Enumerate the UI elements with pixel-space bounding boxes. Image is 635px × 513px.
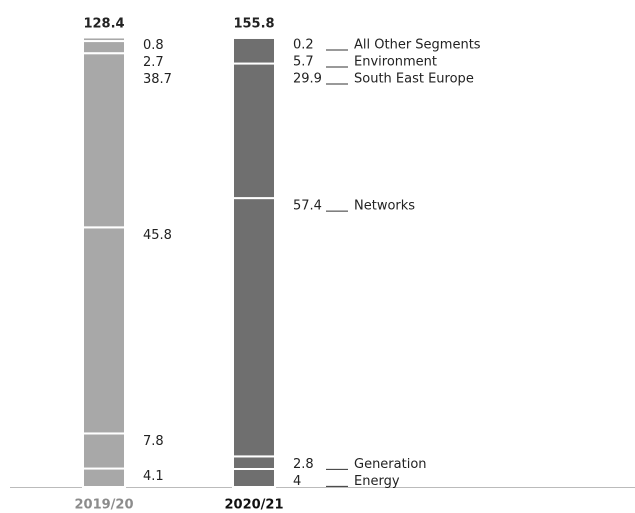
bar-segment: [232, 62, 276, 200]
value-label: 0.2: [293, 38, 314, 53]
bar-segment: [82, 52, 126, 229]
bar-segment: [232, 468, 276, 488]
value-label: 45.8: [143, 228, 172, 243]
bar-segment: [82, 226, 126, 435]
total-label: 128.4: [83, 17, 124, 32]
value-label: 5.7: [293, 55, 314, 70]
value-label: 7.8: [143, 434, 164, 449]
value-label: 2.7: [143, 55, 164, 70]
category-label: 2019/20: [74, 498, 133, 513]
legend-label: Energy: [354, 474, 400, 489]
bar-segment: [232, 36, 276, 39]
value-label: 0.8: [143, 38, 164, 53]
legend-label: All Other Segments: [354, 38, 481, 53]
bar-segment: [82, 40, 126, 55]
value-label: 29.9: [293, 72, 322, 87]
bar-segment: [82, 467, 126, 488]
category-label: 2020/21: [224, 498, 283, 513]
value-label: 38.7: [143, 72, 172, 87]
bar-segment: [82, 432, 126, 470]
value-label: 2.8: [293, 457, 314, 472]
legend-label: Environment: [354, 55, 437, 70]
bar-segment: [82, 36, 126, 43]
value-label: 57.4: [293, 199, 322, 214]
legend-label: Networks: [354, 199, 415, 214]
bar-segment: [232, 197, 276, 458]
value-label: 4: [293, 474, 301, 489]
total-label: 155.8: [233, 17, 274, 32]
legend-label: South East Europe: [354, 72, 474, 87]
bar-segment: [232, 36, 276, 65]
legend-label: Generation: [354, 457, 427, 472]
value-label: 4.1: [143, 469, 164, 484]
bar-segment: [232, 455, 276, 470]
